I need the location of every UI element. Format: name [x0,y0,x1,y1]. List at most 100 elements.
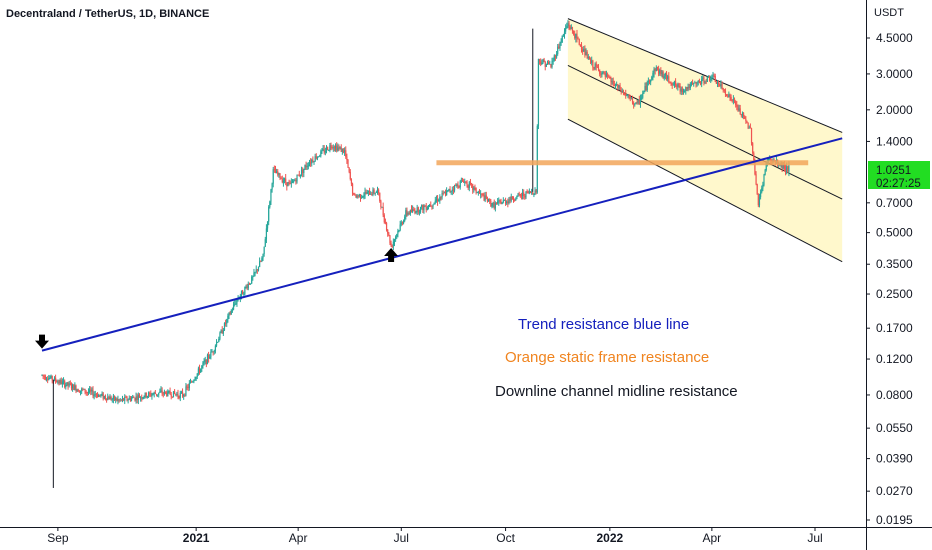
candle-body [59,380,61,384]
candle-body [129,397,132,401]
candle-body [514,200,516,201]
candle-body [494,202,496,209]
candle-body [293,180,295,182]
candle-body [508,199,510,204]
candle-body [436,199,439,202]
candle-body [565,27,567,32]
candle-body [463,181,465,183]
candle-body [696,82,698,84]
candle-body [123,398,125,401]
candle-body [491,205,493,207]
candle-body [693,83,695,84]
candle-body [265,228,268,240]
channel-layer [567,18,843,263]
candle-body [348,167,350,172]
candle-body [307,165,309,167]
annotation-channel-midline: Downline channel midline resistance [495,383,738,400]
candle-body [338,147,340,149]
candle-body [601,72,603,75]
annotation-trend-line: Trend resistance blue line [518,316,689,333]
candle-body [47,379,49,381]
candle-body [43,375,45,377]
candle-body [245,286,247,288]
candle-body [517,193,519,196]
candle-body [618,85,620,88]
candle-body [543,59,545,63]
candle-body [642,93,644,98]
candle-body [121,398,124,400]
candle-body [264,239,266,247]
candle-body [705,81,707,83]
candle-body [189,381,192,384]
candle-body [283,178,286,181]
candle-body [274,169,277,174]
candle-body [521,192,524,197]
candle-body [108,397,110,400]
candle-body [593,67,595,69]
candle-body [45,379,48,381]
candle-body [597,67,600,70]
candle-body [764,170,766,175]
candle-body [600,73,602,75]
candle-body [330,145,332,148]
candle-body [651,76,653,80]
candle-body [684,90,686,92]
candle-body [638,100,640,104]
candle-body [312,159,314,162]
candle-body [409,209,411,214]
candle-body [442,192,444,194]
candle-body [550,63,552,67]
candle-body [474,187,476,189]
candle-body [322,149,324,151]
candle-body [580,44,583,50]
candle-body [79,390,82,393]
candle-body [356,195,358,198]
candle-body [132,396,134,399]
candle-body [433,202,435,205]
candle-body [253,272,255,277]
candle-body [568,23,570,27]
candle-body [212,351,214,353]
candle-body [200,368,202,373]
candle-body [670,82,672,84]
candle-body [687,86,689,90]
candle-body [749,127,751,129]
candle-body [68,383,70,386]
candle-body [435,199,438,201]
candle-body [162,393,164,395]
price-tick-label: 0.0270 [876,484,913,498]
candle-body [617,84,619,88]
candle-body [763,174,765,185]
candle-body [752,143,754,154]
candle-body [715,81,717,84]
candle-body [519,194,521,196]
candle-body [181,391,184,397]
candle-body [302,169,304,173]
candle-body [202,362,204,366]
candle-body [174,391,176,394]
candle-body [169,391,171,395]
candle-body [730,97,732,101]
candle-body [350,179,353,184]
candle-body [492,202,494,206]
candle-body [328,150,330,151]
candle-body [116,398,118,401]
candle-body [628,94,630,97]
current-price-badge: 1.0251 02:27:25 [868,161,930,190]
candle-body [371,194,373,195]
candle-body [91,389,93,392]
candle-body [526,191,528,193]
candle-body [584,48,586,56]
candle-body [759,192,762,198]
candle-body [230,310,232,315]
candle-body [535,190,537,193]
candle-body [551,61,553,67]
candle-body [236,299,238,304]
candle-body [81,388,83,391]
candle-body [451,189,453,192]
candle-body [639,98,642,104]
candle-body [104,396,107,399]
candle-body [192,381,194,383]
candle-body [545,64,547,67]
